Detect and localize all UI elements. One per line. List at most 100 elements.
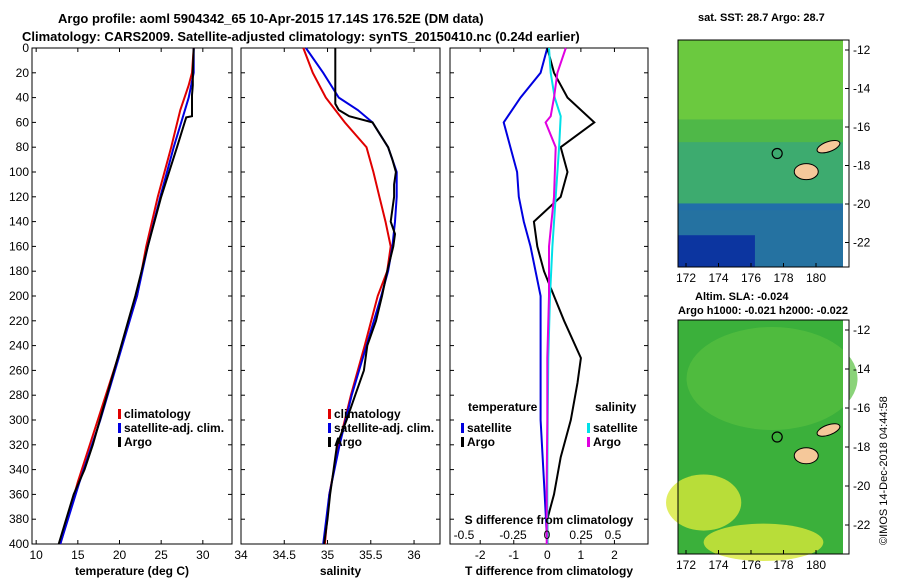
x-tick-label: -2 xyxy=(475,548,486,562)
y-tick-label: 160 xyxy=(9,239,29,253)
map-x-tick-label: 172 xyxy=(676,271,696,285)
y-tick-label: 360 xyxy=(9,487,29,501)
map-y-tick-label: -22 xyxy=(853,518,871,532)
y-tick-label: 380 xyxy=(9,512,29,526)
argo-position-marker xyxy=(771,147,783,160)
legend-label: Argo xyxy=(124,435,152,449)
map-frame xyxy=(677,39,850,268)
x-tick-label: 25 xyxy=(154,548,168,562)
x-tick-label: 15 xyxy=(71,548,85,562)
map-x-tick-label: 176 xyxy=(741,271,761,285)
sla-map: 172 174 176 178 180 -12 -14 -16 -18 -20 -22 xyxy=(666,319,871,572)
y-tick-label: 60 xyxy=(16,115,30,129)
legend-label: satellite-adj. clim. xyxy=(334,421,434,435)
y-tick-label: 320 xyxy=(9,438,29,452)
legend-swatch xyxy=(118,409,121,419)
sst-cool-band xyxy=(678,142,849,211)
legend-title-salinity: salinity xyxy=(595,400,637,414)
land-viti-levu xyxy=(793,447,819,465)
x-tick-label: 0 xyxy=(544,548,551,562)
x-tick-label: 34 xyxy=(234,548,248,562)
blank-edge xyxy=(843,320,849,554)
blank-edge xyxy=(843,40,849,267)
map-y-tick-label: -12 xyxy=(853,323,871,337)
secondary-x-tick-label: -0.5 xyxy=(454,528,475,542)
y-tick-label: 300 xyxy=(9,413,29,427)
secondary-x-tick-label: 0.25 xyxy=(569,528,593,542)
map-frame xyxy=(677,319,850,555)
map-y-tick-label: -14 xyxy=(853,82,871,96)
x-tick-label: 34.5 xyxy=(273,548,297,562)
series-line-satellite-adj-clim- xyxy=(305,47,398,545)
legend-label: climatology xyxy=(124,407,191,421)
map-x-tick-label: 172 xyxy=(676,558,696,572)
map-y-tick-label: -12 xyxy=(853,43,871,57)
map-x-tick-label: 178 xyxy=(773,558,793,572)
sst-map: 172 174 176 178 180 -12 -14 -16 -18 -20 -22 xyxy=(676,39,871,285)
secondary-x-axis-label: S difference from climatology xyxy=(465,513,634,527)
legend-swatch xyxy=(587,437,590,447)
y-tick-label: 140 xyxy=(9,215,29,229)
y-tick-label: 280 xyxy=(9,388,29,402)
x-axis-label-difference: T difference from climatology xyxy=(465,564,633,578)
y-tick-label: 0 xyxy=(22,41,29,55)
y-tick-label: 80 xyxy=(16,140,30,154)
series-line-argo xyxy=(57,47,195,545)
y-tick-label: 340 xyxy=(9,463,29,477)
sla-patch xyxy=(686,327,858,430)
map-x-tick-label: 174 xyxy=(708,271,728,285)
land-vanua-levu xyxy=(816,139,841,154)
legend-swatch xyxy=(328,437,331,447)
legend-swatch xyxy=(118,437,121,447)
x-tick-label: 1 xyxy=(578,548,585,562)
sst-map-label: sat. SST: 28.7 Argo: 28.7 xyxy=(698,12,825,24)
plot-frame-temperature xyxy=(31,47,233,545)
y-tick-label: 200 xyxy=(9,289,29,303)
secondary-x-tick-label: -0.25 xyxy=(499,528,527,542)
series-line-argo xyxy=(323,48,397,545)
sla-high-patch xyxy=(703,523,824,562)
sla-map-depth-label: Argo h1000: -0.021 h2000: -0.022 xyxy=(678,305,848,317)
x-tick-label: 36 xyxy=(407,548,421,562)
title-line-1: Argo profile: aoml 5904342_65 10-Apr-201… xyxy=(58,11,484,26)
map-y-tick-label: -20 xyxy=(853,479,871,493)
y-tick-label: 100 xyxy=(9,165,29,179)
y-tick-label: 220 xyxy=(9,314,29,328)
map-y-tick-label: -22 xyxy=(853,236,871,250)
x-tick-label: 35 xyxy=(321,548,335,562)
plot-frame-salinity xyxy=(240,47,441,545)
map-y-tick-label: -14 xyxy=(853,362,871,376)
legend-label: satellite-adj. clim. xyxy=(124,421,224,435)
legend-swatch xyxy=(328,409,331,419)
secondary-x-tick-label: 0.5 xyxy=(605,528,622,542)
legend-swatch xyxy=(587,423,590,433)
x-tick-label: 2 xyxy=(611,548,618,562)
map-y-tick-label: -18 xyxy=(853,440,871,454)
legend-swatch xyxy=(118,423,121,433)
legend-swatch xyxy=(328,423,331,433)
map-x-tick-label: 176 xyxy=(741,558,761,572)
legend-label: Argo xyxy=(593,435,621,449)
map-y-tick-label: -18 xyxy=(853,159,871,173)
secondary-x-tick-label: 0 xyxy=(544,528,551,542)
x-tick-label: 35.5 xyxy=(359,548,383,562)
sla-high-patch xyxy=(666,474,742,531)
legend-label: satellite xyxy=(467,421,512,435)
legend-swatch xyxy=(461,423,464,433)
y-tick-label: 120 xyxy=(9,190,29,204)
x-tick-label: -1 xyxy=(508,548,519,562)
series-line-climatology xyxy=(59,47,195,545)
sla-map-label: Altim. SLA: -0.024 xyxy=(695,291,789,303)
argo-position-marker xyxy=(771,431,783,443)
map-y-tick-label: -20 xyxy=(853,197,871,211)
y-tick-label: 20 xyxy=(16,66,30,80)
map-x-tick-label: 180 xyxy=(806,271,826,285)
series-line-salinity-argo xyxy=(544,47,567,544)
x-axis-label-temperature: temperature (deg C) xyxy=(75,564,189,578)
legend-swatch xyxy=(461,437,464,447)
legend-label: Argo xyxy=(467,435,495,449)
y-tick-label: 400 xyxy=(9,537,29,551)
y-tick-label: 240 xyxy=(9,339,29,353)
legend-title-temperature: temperature xyxy=(468,400,538,414)
